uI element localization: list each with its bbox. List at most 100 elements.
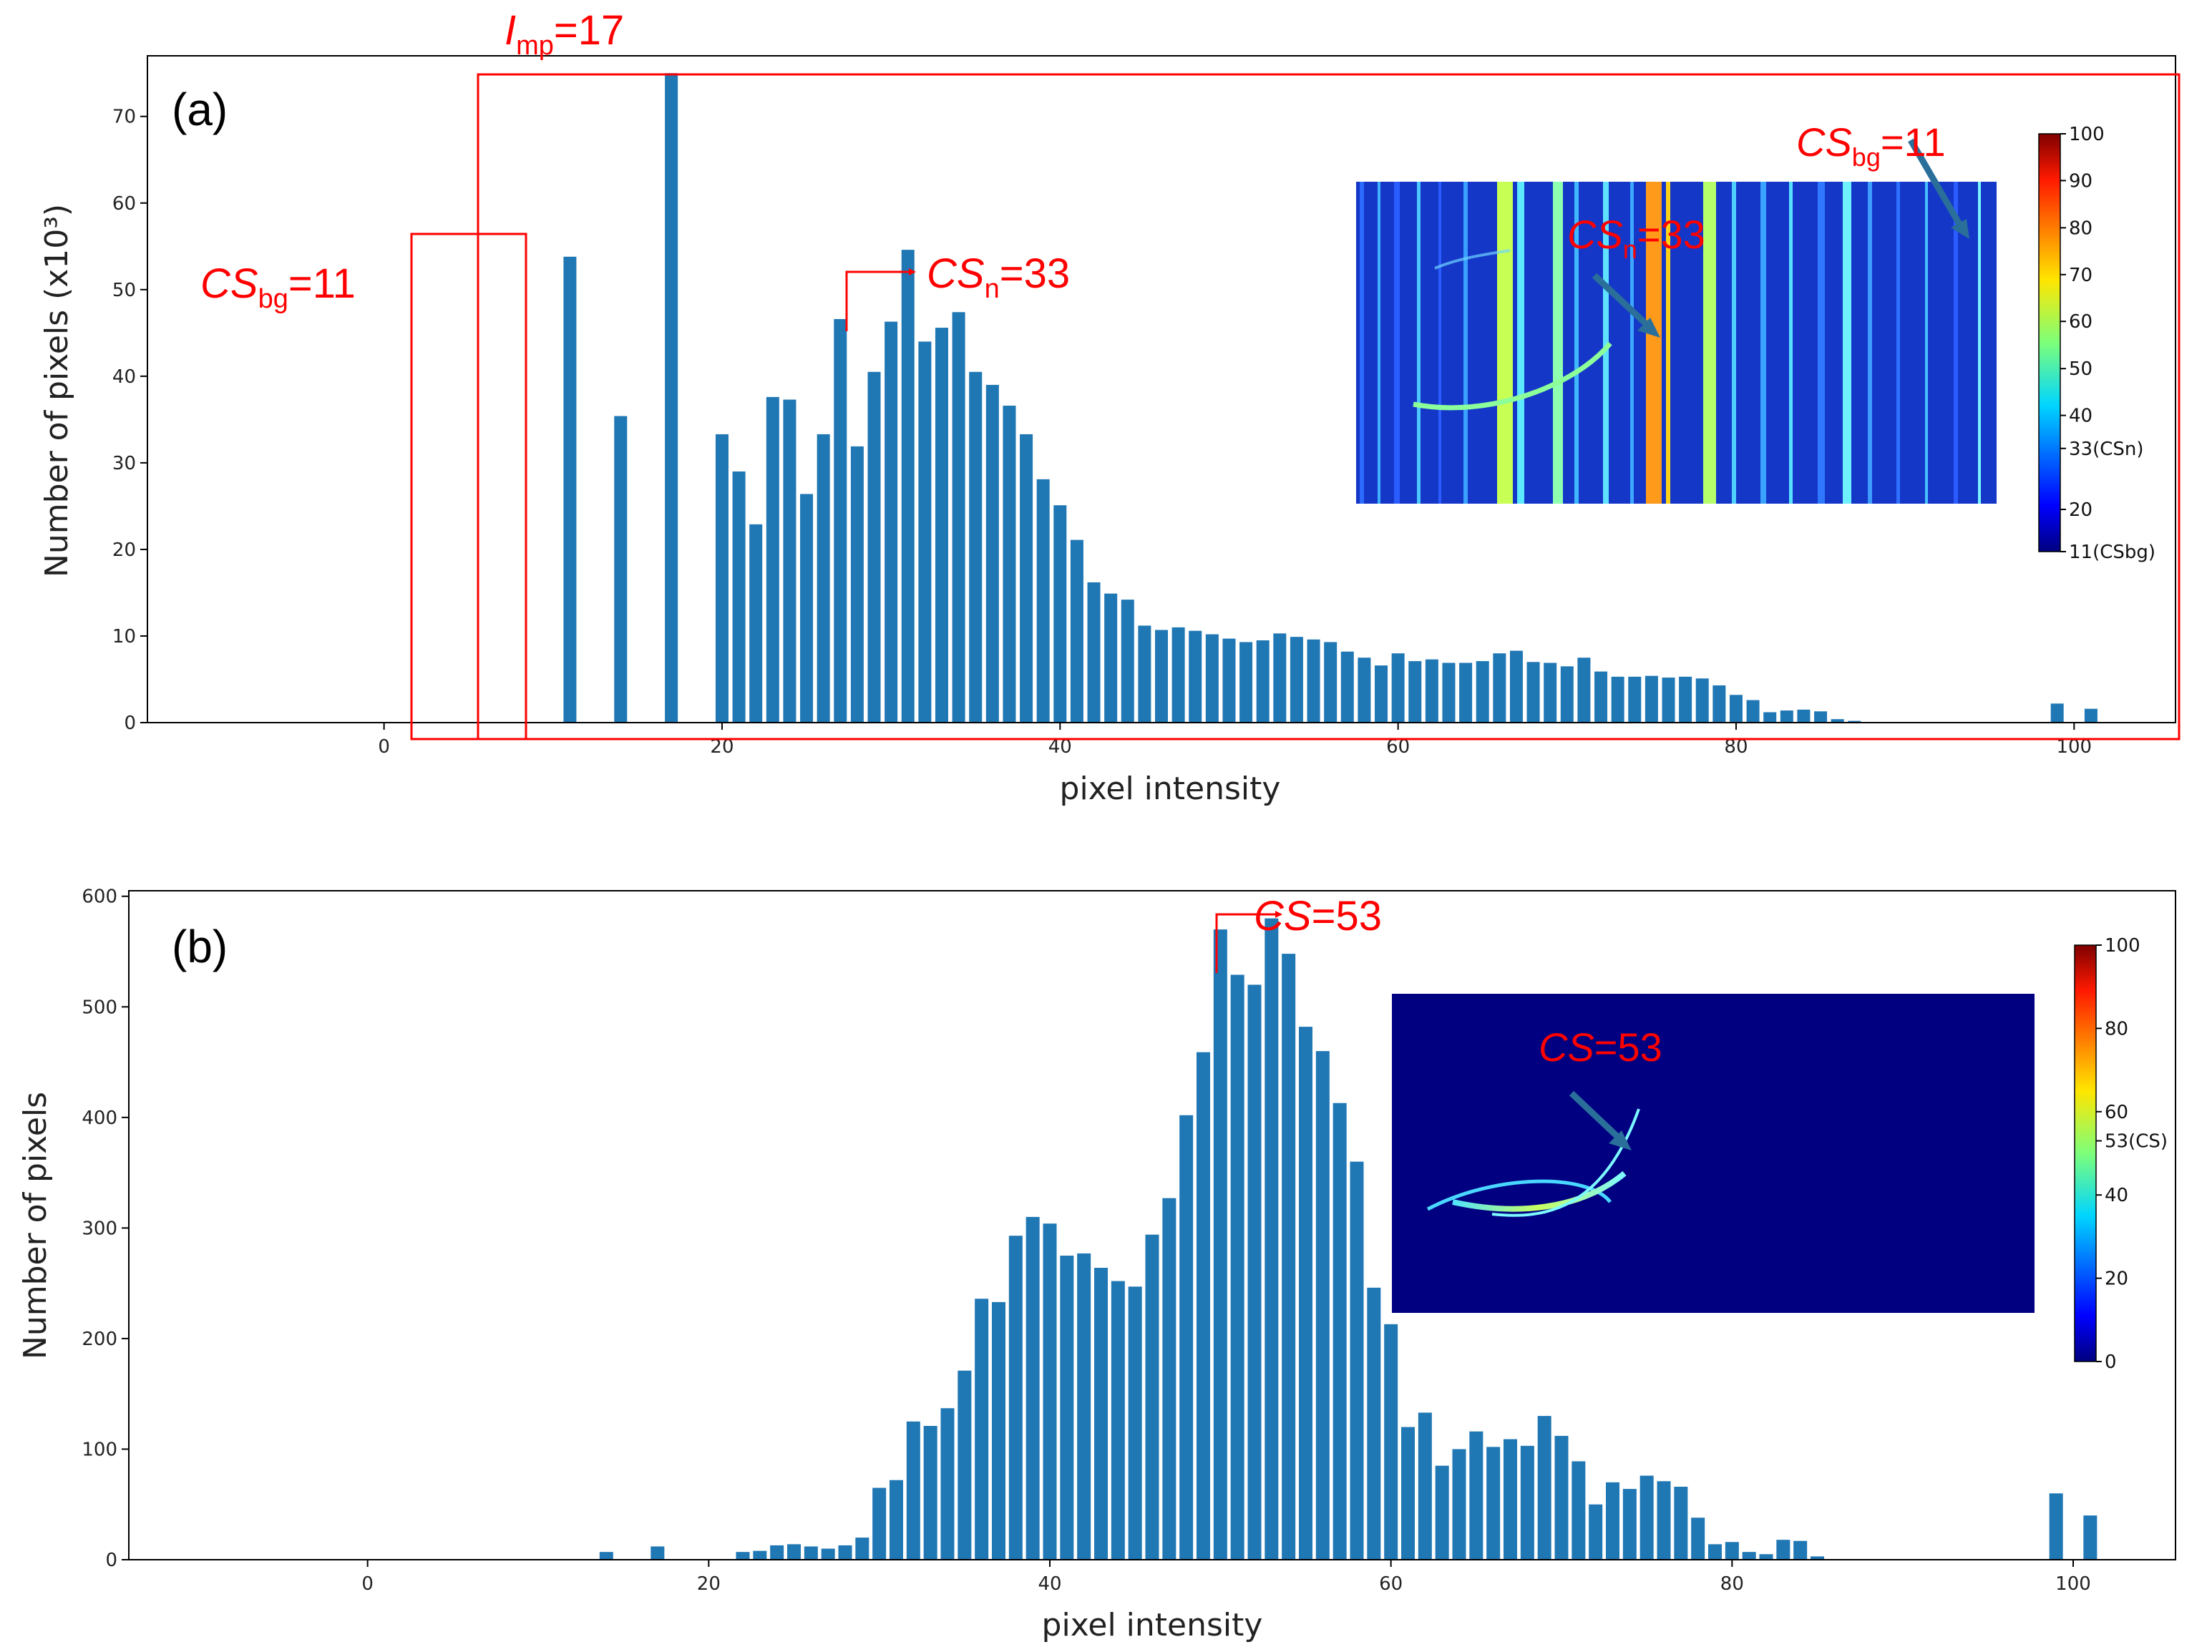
- bar-a-76: [1662, 678, 1675, 723]
- y-tick-label-a: 40: [112, 366, 136, 388]
- bar-a-29: [867, 371, 881, 723]
- bar-a-87: [1848, 720, 1861, 723]
- y-tick-label-a: 20: [112, 539, 136, 561]
- bar-a-25: [800, 494, 814, 723]
- inset-a-stripe: [1843, 182, 1851, 504]
- panel-a-ylabel: Number of pixels (x10³): [39, 204, 75, 577]
- x-tick-label-b: 100: [2055, 1573, 2091, 1595]
- bar-b-40: [1043, 1223, 1057, 1560]
- colorbar-tick-label-b: 40: [2105, 1185, 2128, 1206]
- inset-a-stripe: [1553, 182, 1563, 504]
- inset-a-stripes: [1360, 182, 1981, 504]
- bar-b-27: [821, 1548, 835, 1560]
- panel-a-inset-image: [1356, 138, 1997, 504]
- bar-a-23: [766, 396, 779, 723]
- bar-a-49: [1205, 634, 1219, 723]
- inset-a-stripe: [1574, 182, 1579, 504]
- bar-a-54: [1290, 637, 1303, 723]
- inset-a-stripe: [1517, 182, 1524, 504]
- inset-a-stripe: [1438, 182, 1441, 504]
- colorbar-tick-label-b: 20: [2105, 1269, 2128, 1290]
- bar-b-14: [599, 1552, 613, 1560]
- bar-b-72: [1589, 1504, 1603, 1560]
- inset-a-csn-arrowhead: [1637, 318, 1660, 338]
- bar-b-42: [1077, 1253, 1091, 1560]
- inset-a-stripe: [1463, 182, 1468, 504]
- bar-a-67: [1509, 650, 1523, 723]
- bar-a-57: [1340, 651, 1354, 723]
- bar-b-44: [1111, 1281, 1125, 1560]
- bar-b-57: [1332, 1103, 1347, 1560]
- panel-a-label: (a): [172, 84, 228, 135]
- bar-a-28: [850, 446, 864, 723]
- bar-b-49: [1197, 1052, 1210, 1560]
- inset-b-cs-arrow: [1569, 1090, 1626, 1145]
- colorbar-a: [2038, 133, 2061, 552]
- inset-a-csbg-arrowhead: [1951, 219, 1969, 239]
- y-tick-label-b: 200: [82, 1329, 117, 1350]
- bar-a-60: [1391, 653, 1405, 723]
- colorbar-tick-label-b: 80: [2105, 1018, 2128, 1040]
- y-tick-label-b: 600: [82, 886, 117, 908]
- colorbar-tick-label-a: 20: [2069, 499, 2092, 521]
- inset-b-arch-2: [1452, 1170, 1627, 1212]
- colorbar-tick-label-a: 50: [2069, 358, 2092, 380]
- bar-a-86: [1831, 719, 1844, 723]
- bar-a-70: [1560, 666, 1574, 723]
- bar-b-84: [1793, 1540, 1808, 1560]
- bar-a-81: [1746, 700, 1760, 723]
- bar-b-50: [1213, 929, 1227, 1560]
- bar-a-77: [1679, 676, 1692, 723]
- bar-b-30: [872, 1487, 887, 1560]
- bar-b-54: [1282, 954, 1296, 1560]
- bar-a-46: [1155, 630, 1168, 723]
- inset-a-stripe: [1925, 182, 1928, 504]
- bar-a-85: [1814, 711, 1828, 723]
- bar-a-24: [783, 399, 796, 723]
- inset-a-stripe: [1703, 182, 1716, 504]
- bar-b-29: [855, 1538, 869, 1560]
- bar-b-59: [1367, 1287, 1381, 1560]
- bar-b-52: [1247, 984, 1262, 1560]
- y-tick-label-b: 500: [82, 997, 117, 1018]
- bar-a-99: [2050, 703, 2064, 723]
- bar-a-27: [834, 318, 847, 723]
- bar-b-32: [906, 1421, 920, 1560]
- y-tick-label-a: 50: [112, 280, 136, 301]
- bar-a-45: [1138, 625, 1151, 723]
- bar-b-43: [1094, 1268, 1108, 1560]
- inset-a-csbg-label: CSbg=11: [1796, 119, 1946, 172]
- bar-b-56: [1315, 1051, 1330, 1560]
- bar-a-50: [1222, 638, 1236, 723]
- bar-a-43: [1104, 593, 1118, 723]
- inset-a-stripe: [1818, 182, 1825, 504]
- bar-b-64: [1452, 1449, 1466, 1560]
- bar-a-26: [817, 434, 830, 723]
- bar-a-74: [1628, 676, 1642, 723]
- bar-b-61: [1401, 1427, 1415, 1560]
- bar-b-55: [1299, 1027, 1312, 1560]
- bar-a-83: [1780, 710, 1793, 723]
- bar-a-61: [1408, 661, 1422, 723]
- bar-a-42: [1087, 582, 1101, 723]
- bar-b-48: [1179, 1115, 1194, 1560]
- bar-b-39: [1025, 1216, 1040, 1560]
- bar-a-69: [1544, 663, 1557, 723]
- colorbar-tick-label-b: 60: [2105, 1102, 2128, 1123]
- y-tick-label-b: 100: [82, 1439, 117, 1460]
- bar-b-33: [923, 1426, 937, 1560]
- panel-b-xlabel: pixel intensity: [1042, 1607, 1263, 1643]
- bar-a-72: [1594, 671, 1608, 723]
- inset-a-stripe: [1603, 182, 1609, 504]
- inset-a-csn-arrow: [1592, 273, 1656, 333]
- bar-b-79: [1708, 1544, 1722, 1560]
- bar-b-85: [1811, 1556, 1824, 1560]
- bar-b-74: [1622, 1489, 1637, 1560]
- bar-a-30: [885, 321, 898, 723]
- cs-callout-arrow: [1215, 911, 1282, 973]
- inset-a-stripe: [1497, 182, 1513, 504]
- inset-a-csbg-arrow: [1908, 138, 1965, 231]
- x-tick-label-b: 20: [697, 1573, 721, 1595]
- inset-a-stripe: [1868, 182, 1872, 504]
- x-tick-label-b: 60: [1379, 1573, 1403, 1595]
